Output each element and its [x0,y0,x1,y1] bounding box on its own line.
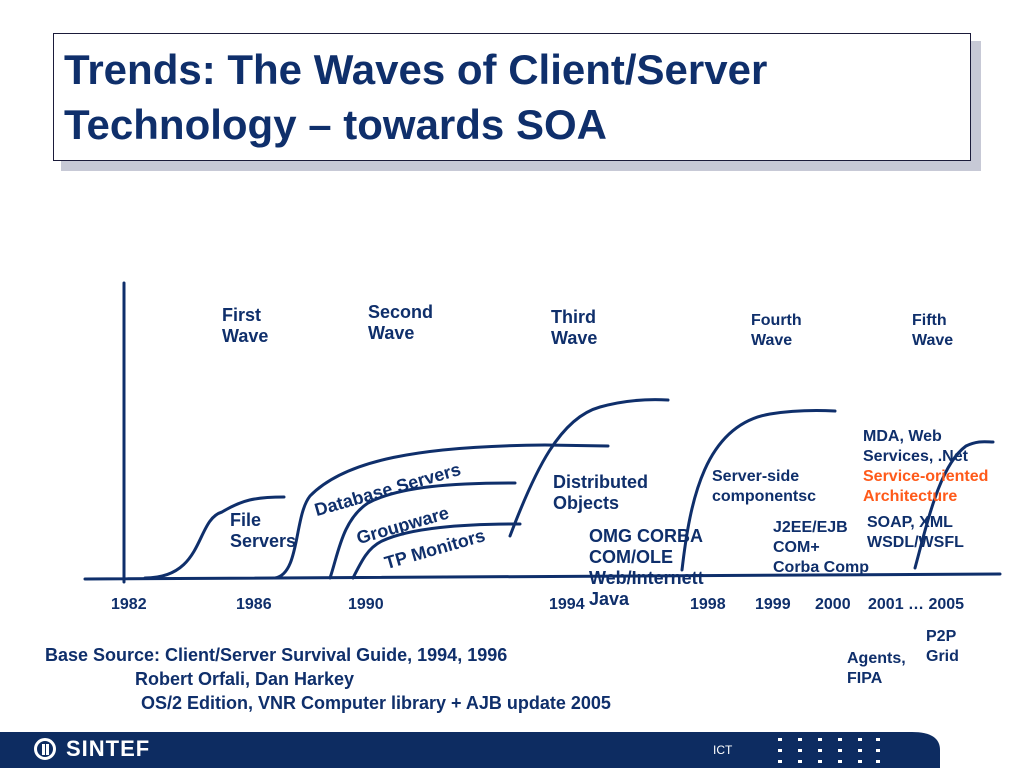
wave-label-fourth-line-2: Wave [751,332,793,349]
fifth-wave-technologies-2: SOAP, XML WSDL/WSFL [867,513,964,553]
source-line-1: Base Source: Client/Server Survival Guid… [45,645,508,665]
fifth-wave-item-4: WSDL/WSFL [867,534,964,551]
year-label: 2000 [815,596,851,613]
wave-label-third: Third Wave [551,307,597,349]
third-wave-technologies: OMG CORBA COM/OLE Web/Internett Java [589,526,704,610]
file-servers-line-2: Servers [230,531,297,551]
file-servers-label: File Servers [230,510,296,552]
distributed-objects-label: Distributed Objects [553,472,648,514]
wave-label-fifth-line-2: Wave [912,332,954,349]
wave-label-fifth-line-1: Fifth [912,312,947,329]
year-label: 1998 [690,596,726,613]
wave-label-fourth-line-1: Fourth [751,312,802,329]
server-side-components-label: Server-side componentsc [712,467,816,507]
fifth-wave-technologies: MDA, Web Services, .Net Service-oriented… [863,427,988,507]
third-wave-item-1: OMG CORBA [589,526,703,546]
source-line-2: Robert Orfali, Dan Harkey [135,669,355,689]
wave-curve-file-servers [143,495,286,580]
fourth-wave-item-2: COM+ [773,539,820,556]
timeline-axis [83,572,1002,581]
soa-label-line-1: Service-oriented [863,468,989,485]
server-side-line-2: componentsc [712,488,817,505]
year-label: 1994 [549,596,585,613]
fifth-wave-item-1: MDA, Web [863,428,942,445]
year-label: 1986 [236,596,272,613]
agents-label: Agents, FIPA [847,649,906,689]
p2p-grid-label: P2P Grid [926,627,959,667]
wave-label-second: Second Wave [368,302,433,344]
wave-label-third-line-2: Wave [551,328,598,348]
p2p-line-1: P2P [926,628,957,645]
wave-curve-distributed-objects [508,398,670,538]
third-wave-item-4: Java [589,589,630,609]
slide-title-line-1: Trends: The Waves of Client/Server [64,46,768,93]
wave-curve-soa [913,440,995,570]
wave-label-fifth: Fifth Wave [912,311,953,351]
sintef-logo-icon [34,738,56,760]
footer-dot-pattern [778,738,880,763]
fourth-wave-item-1: J2EE/EJB [773,519,848,536]
agents-line-1: Agents, [847,650,906,667]
wave-label-fourth: Fourth Wave [751,311,802,351]
wave-curve-database-servers [273,443,547,580]
wave-label-third-line-1: Third [551,307,596,327]
fourth-wave-item-3: Corba Comp [773,559,869,576]
distributed-objects-line-2: Objects [553,493,620,513]
file-servers-line-1: File [230,510,262,530]
fifth-wave-item-3: SOAP, XML [867,514,953,531]
source-line-3: OS/2 Edition, VNR Computer library + AJB… [141,693,611,713]
wave-curve-groupware [328,481,517,580]
slide-title-line-2: Technology – towards SOA [64,101,607,148]
wave-label-first: First Wave [222,305,268,347]
third-wave-item-3: Web/Internett [589,568,704,588]
year-label: 2001 … 2005 [868,596,965,613]
wave-curve-tp-monitors [351,522,522,580]
agents-line-2: FIPA [847,670,883,687]
p2p-line-2: Grid [926,648,959,665]
soa-label-line-2: Architecture [863,488,958,505]
year-label: 1990 [348,596,384,613]
slide-title: Trends: The Waves of Client/Server Techn… [64,42,767,152]
footer-ict-label: ICT [713,743,733,757]
wave-label-second-line-1: Second [368,302,434,322]
fifth-wave-item-2: Services, .Net [863,448,968,465]
footer-bar [0,732,940,768]
year-label: 1982 [111,596,147,613]
title-box: Trends: The Waves of Client/Server Techn… [53,33,971,161]
sintef-logo-text: SINTEF [66,736,151,761]
year-label: 1999 [755,596,791,613]
wave-label-first-line-2: Wave [222,326,269,346]
distributed-objects-line-1: Distributed [553,472,649,492]
third-wave-item-2: COM/OLE [589,547,673,567]
server-side-line-1: Server-side [712,468,800,485]
wave-curve-components [680,408,837,572]
wave-label-second-line-2: Wave [368,323,415,343]
wave-label-first-line-1: First [222,305,262,325]
fourth-wave-technologies: J2EE/EJB COM+ Corba Comp [773,518,869,578]
sintef-logo: SINTEF [34,736,150,762]
wave-line-database-servers-top [543,443,610,448]
